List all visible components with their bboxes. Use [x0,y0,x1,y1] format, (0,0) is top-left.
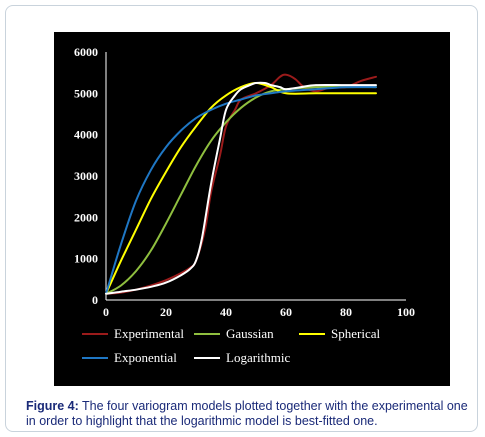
caption-label: Figure 4: [26,399,79,413]
y-tick-label: 1000 [74,252,98,266]
x-tick-label: 60 [280,305,292,319]
caption-text: The four variogram models plotted togeth… [26,399,468,428]
legend-label-logarithmic: Logarithmic [226,350,290,365]
legend-label-spherical: Spherical [331,326,380,341]
y-tick-label: 3000 [74,169,98,183]
legend-label-exponential: Exponential [114,350,177,365]
chart-panel: 0 20 40 60 80 100 0 1000 2000 3000 4000 5000 6000 E… [54,32,450,386]
x-tick-label: 80 [340,305,352,319]
y-tick-label: 2000 [74,210,98,224]
x-tick-label: 100 [397,305,415,319]
y-tick-label: 4000 [74,128,98,142]
legend-label-gaussian: Gaussian [226,326,274,341]
series-line-spherical [105,82,377,295]
series-line-logarithmic [105,81,377,295]
legend-label-experimental: Experimental [114,326,184,341]
y-tick-label: 6000 [74,45,98,59]
figure-caption: Figure 4: The four variogram models plot… [26,399,474,429]
figure-frame: 0 20 40 60 80 100 0 1000 2000 3000 4000 5000 6000 E… [5,5,478,432]
series-line-experimental [105,73,377,295]
y-tick-label: 0 [92,293,98,307]
x-tick-label: 40 [220,305,232,319]
legend: Experimental Gaussian Spherical Exponential… [82,326,380,365]
y-axis-ticks: 0 1000 2000 3000 4000 5000 6000 [74,45,98,307]
axes [105,52,406,301]
x-tick-label: 20 [160,305,172,319]
x-tick-label: 0 [103,305,109,319]
series-lines [105,73,377,295]
variogram-chart: 0 20 40 60 80 100 0 1000 2000 3000 4000 5000 6000 E… [74,45,415,365]
series-line-exponential [105,85,377,295]
x-axis-ticks: 0 20 40 60 80 100 [103,305,415,319]
series-line-gaussian [105,85,377,295]
y-tick-label: 5000 [74,86,98,100]
